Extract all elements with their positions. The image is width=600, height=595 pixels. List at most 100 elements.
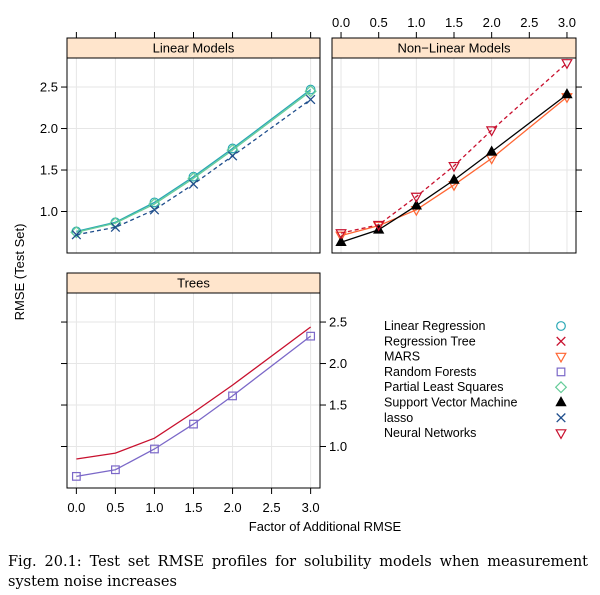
data-point	[189, 419, 198, 429]
legend-item: Neural Networks	[384, 426, 567, 440]
x-tick-label: 1.0	[407, 15, 425, 30]
legend-label: Neural Networks	[384, 426, 476, 440]
legend-label: Random Forests	[384, 365, 476, 379]
y-tick-label: 2.0	[40, 121, 58, 136]
data-point	[109, 216, 122, 230]
legend-symbol	[555, 352, 567, 364]
panel-title: Non−Linear Models	[397, 41, 511, 56]
legend-symbol	[556, 336, 566, 347]
x-tick-label: 2.0	[483, 15, 501, 30]
legend-item: Partial Least Squares	[384, 380, 568, 394]
y-tick-label: 2.5	[40, 80, 58, 95]
data-point	[110, 222, 121, 233]
data-point	[228, 391, 237, 401]
legend-label: lasso	[384, 411, 413, 425]
legend-label: Regression Tree	[384, 334, 476, 348]
x-tick-label: 2.5	[520, 15, 538, 30]
legend-symbol	[554, 381, 568, 394]
legend-label: Support Vector Machine	[384, 396, 517, 410]
x-tick-label: 1.5	[445, 15, 463, 30]
data-point	[227, 151, 238, 161]
data-point	[335, 235, 347, 247]
data-point	[372, 220, 385, 232]
series-line	[76, 89, 312, 233]
series-line	[340, 93, 568, 243]
y-axis-title: RMSE (Test Set)	[12, 224, 27, 321]
data-point	[373, 223, 385, 234]
legend-symbol	[555, 396, 567, 407]
data-point	[304, 85, 317, 98]
axes: 0.0 0.5 1.0 1.5 2.0 2.5 3.0 1.0 1.5 2.0 2.5 0.0 0.5 1…	[40, 15, 582, 515]
data-point	[561, 88, 573, 99]
data-point	[410, 199, 422, 210]
y-tick-label: 2.5	[329, 315, 347, 330]
legend-symbol	[555, 429, 567, 440]
x-tick-label: 0.5	[106, 500, 124, 515]
legend-item: Support Vector Machine	[384, 396, 567, 410]
legend-label: Linear Regression	[384, 319, 485, 333]
data-point	[188, 179, 199, 189]
data-point	[335, 229, 347, 240]
x-tick-label: 3.0	[558, 15, 576, 30]
legend-label: MARS	[384, 350, 420, 364]
legend-item: lasso	[384, 411, 566, 425]
y-tick-label: 1.0	[329, 439, 347, 454]
series-line	[76, 335, 312, 478]
panel-frame	[66, 57, 321, 254]
legend-item: Regression Tree	[384, 334, 566, 348]
panel-grid	[332, 58, 576, 253]
panel-title: Trees	[177, 276, 210, 291]
x-tick-label: 2.0	[224, 500, 242, 515]
y-tick-label: 2.0	[329, 356, 347, 371]
series-line	[340, 96, 568, 237]
panel-title: Linear Models	[153, 41, 235, 56]
data-point	[149, 205, 160, 215]
data-point	[561, 59, 573, 70]
panel-frame	[331, 57, 577, 254]
data-point	[448, 161, 460, 173]
legend-item: Linear Regression	[384, 319, 566, 333]
data-point	[305, 94, 316, 105]
series-line	[76, 90, 312, 233]
y-tick-label: 1.5	[329, 398, 347, 413]
data-point	[448, 173, 460, 184]
y-tick-label: 1.5	[40, 163, 58, 178]
panel-2: Non−Linear Models	[331, 37, 577, 254]
x-tick-label: 0.5	[370, 15, 388, 30]
figure-caption: Fig. 20.1: Test set RMSE profiles for so…	[8, 554, 588, 590]
data-point	[335, 231, 347, 243]
x-tick-label: 1.0	[145, 500, 163, 515]
series-lasso	[71, 94, 316, 240]
panel-grid	[67, 58, 320, 253]
data-point	[111, 465, 120, 475]
legend-symbol	[556, 321, 566, 331]
x-tick-label: 3.0	[302, 500, 320, 515]
panel-grid	[67, 293, 320, 488]
series-regression-tree	[76, 326, 312, 460]
legend-item: MARS	[384, 350, 567, 364]
series-line	[76, 326, 312, 460]
legend-item: Random Forests	[384, 365, 566, 379]
series-neural-networks	[335, 59, 573, 240]
panel-1: Linear Models	[66, 37, 321, 254]
y-tick-label: 1.0	[40, 204, 58, 219]
series-line	[76, 98, 312, 236]
data-point	[71, 471, 81, 481]
series-random-forests	[71, 331, 316, 481]
x-tick-label: 1.5	[184, 500, 202, 515]
legend-symbol	[556, 367, 566, 377]
legend-symbol	[556, 413, 566, 423]
data-point	[306, 331, 316, 341]
x-tick-label: 0.0	[332, 15, 350, 30]
series-support-vector-machine	[335, 88, 573, 247]
x-axis-title: Factor of Additional RMSE	[249, 519, 402, 534]
legend-label: Partial Least Squares	[384, 380, 504, 394]
data-point	[150, 444, 159, 454]
data-point	[486, 145, 498, 156]
data-point	[71, 229, 82, 240]
data-point	[485, 126, 498, 137]
x-tick-label: 0.0	[67, 500, 85, 515]
panel-3: Trees	[66, 272, 321, 489]
